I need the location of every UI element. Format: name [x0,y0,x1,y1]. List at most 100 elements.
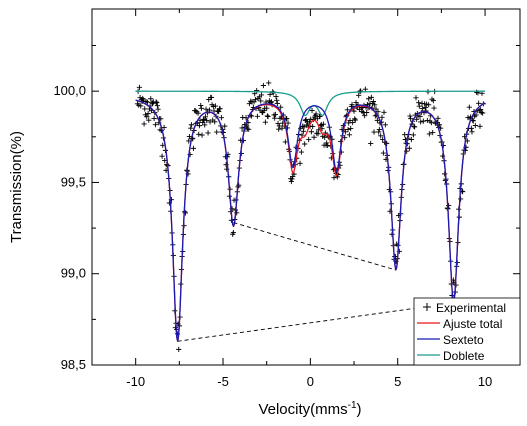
experimental-point [416,103,422,109]
experimental-point [274,97,280,103]
experimental-point [136,84,143,90]
experimental-point [374,117,380,123]
experimental-point [477,123,483,129]
experimental-point [204,117,210,124]
experimental-point [313,111,319,117]
experimental-point [222,123,228,129]
experimental-point [381,109,387,115]
experimental-point [301,124,307,130]
experimental-point [362,86,368,92]
experimental-point [430,97,436,104]
x-tick-label: 0 [307,374,314,389]
experimental-point [346,132,352,138]
legend-label-doblete: Doblete [443,349,485,363]
experimental-point [344,107,350,113]
experimental-point [407,113,413,119]
experimental-point [469,129,475,135]
experimental-point [151,115,157,122]
experimental-point [408,136,414,143]
y-tick-label: 99,5 [61,174,86,189]
experimental-point [203,106,209,112]
experimental-point [478,107,484,113]
experimental-point [230,230,236,236]
experimental-point [389,231,395,237]
experimental-point [162,157,168,164]
legend-item-doblete: Doblete [417,349,485,363]
experimental-point [350,119,356,126]
experimental-point [188,122,195,128]
experimental-point [372,102,378,108]
experimental-point [376,126,382,133]
experimental-point [195,110,201,116]
experimental-point [413,95,419,101]
experimental-point [279,125,285,131]
experimental-point [148,96,154,102]
experimental-point [261,108,267,114]
experimental-point [371,129,377,135]
legend-item-sexteto: Sexteto [417,333,484,347]
experimental-point [426,131,432,137]
experimental-point [140,97,147,103]
experimental-point [186,133,193,140]
experimental-point [150,100,156,106]
experimental-point [288,178,294,185]
experimental-point [239,125,245,131]
plot-area [134,80,486,352]
experimental-point [190,145,197,151]
experimental-point [474,89,480,95]
experimental-point [201,116,207,122]
experimental-point [268,99,274,105]
experimental-point [152,122,159,128]
experimental-point [212,103,218,109]
experimental-point [418,119,424,125]
experimental-point [440,153,446,159]
experimental-point [362,113,368,119]
experimental-point [218,115,224,121]
experimental-point [207,119,213,125]
experimental-point [480,110,486,116]
experimental-point [196,131,202,137]
experimental-point [349,102,355,108]
experimental-point [236,182,242,188]
experimental-point [285,120,291,126]
experimental-point [298,149,304,155]
experimental-point [380,150,386,156]
experimental-point [324,140,330,146]
experimental-point [299,132,305,138]
experimental-point [429,96,435,102]
experimental-point [166,200,173,206]
x-tick-label: 10 [478,374,492,389]
experimental-point [348,125,354,132]
experimental-point [276,126,282,132]
experimental-point [310,123,316,130]
experimental-point [376,129,382,135]
experimental-point [276,123,282,129]
experimental-point [320,121,326,127]
experimental-point [144,99,151,105]
experimental-point [274,100,280,107]
x-axis-title-exponent: -1 [348,400,357,411]
experimental-point [198,102,204,109]
experimental-point [476,100,482,106]
experimental-point [426,102,432,108]
experimental-point [379,114,385,120]
legend-label-experimental: Experimental [436,301,506,315]
experimental-point [356,92,362,98]
legend-label-sexteto: Sexteto [443,333,484,347]
legend-item-ajuste-total: Ajuste total [417,317,502,331]
experimental-point [284,116,290,122]
experimental-point [446,202,452,209]
experimental-point [378,133,384,139]
experimental-point [324,142,330,149]
experimental-point [435,115,441,121]
experimental-point [138,103,144,109]
experimental-point [419,100,425,107]
x-axis-title-end: ) [357,401,362,418]
experimental-point [370,98,376,105]
experimental-point [229,206,235,212]
experimental-point [422,104,428,111]
experimental-point [308,129,314,135]
experimental-point [265,113,271,120]
experimental-point [431,105,437,111]
experimental-point [252,97,258,103]
